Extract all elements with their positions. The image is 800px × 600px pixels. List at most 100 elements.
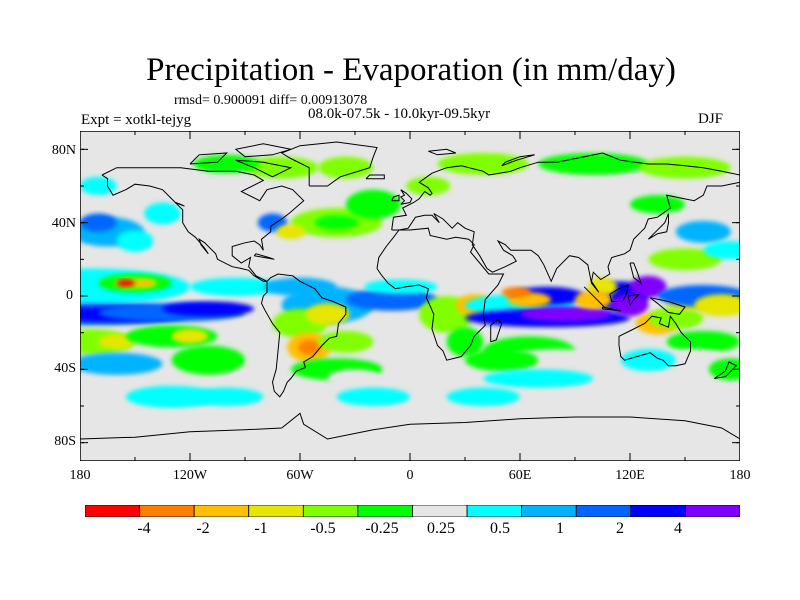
lon-label-60w: 60W	[286, 468, 314, 483]
pe-contour-region	[694, 294, 740, 317]
pe-contour-region	[80, 213, 117, 232]
pe-contour-region	[144, 202, 181, 225]
pe-contour-region	[254, 176, 310, 214]
coastline	[365, 174, 385, 180]
colorbar-swatch	[630, 504, 686, 518]
coastline	[235, 159, 293, 178]
coastline	[189, 152, 228, 165]
map-svg	[80, 131, 740, 461]
pe-contour-region	[190, 387, 264, 407]
colorbar-swatch	[575, 504, 632, 518]
experiment-label: Expt = xotkl-tejyg	[81, 112, 192, 128]
pe-contour-region	[193, 154, 260, 174]
pe-contour-region	[98, 334, 135, 350]
colorbar-swatch	[84, 504, 140, 518]
coastline	[602, 306, 621, 312]
colorbar-swatch	[302, 504, 359, 518]
coastline	[376, 227, 505, 361]
pe-contour-region	[345, 288, 438, 311]
colorbar-label: -0.25	[365, 520, 399, 537]
lat-label-0: 0	[66, 288, 73, 303]
colorbar-label: -1	[254, 520, 268, 537]
colorbar-label: -2	[196, 520, 210, 537]
pe-contour-region	[648, 248, 722, 271]
lon-label-60e: 60E	[508, 468, 532, 483]
coastline	[253, 253, 275, 260]
pe-contour-region	[318, 330, 374, 353]
colorbar-swatch	[412, 504, 468, 518]
pe-contour-region	[437, 153, 530, 175]
colorbar	[84, 504, 741, 518]
pe-contour-region	[305, 303, 350, 326]
colorbar-label: 0.25	[427, 520, 455, 537]
colorbar-swatch	[139, 504, 195, 518]
colorbar-swatch	[521, 504, 577, 518]
pe-contour-region	[538, 153, 649, 175]
lon-label-120e: 120E	[615, 468, 645, 483]
stats-subtitle: rmsd= 0.900091 diff= 0.00913078	[174, 93, 368, 108]
coastline	[609, 284, 629, 302]
coastline	[80, 412, 740, 440]
pe-contour-region	[345, 189, 401, 219]
lat-label-40s: 40S	[54, 361, 76, 376]
pe-contour-region	[318, 156, 374, 179]
colorbar-swatch	[193, 504, 250, 518]
map-plot	[80, 131, 740, 461]
colorbar-label: -4	[137, 520, 151, 537]
coastline	[501, 154, 535, 167]
coastline	[391, 152, 740, 293]
coastline	[391, 194, 400, 202]
coastline	[260, 273, 347, 398]
coastline	[490, 319, 503, 343]
pe-contour-region	[483, 369, 594, 388]
coastline	[234, 143, 291, 158]
map-title: Precipitation - Evaporation (in mm/day)	[146, 52, 676, 88]
pe-contour-region	[520, 307, 612, 322]
coastline	[101, 167, 305, 282]
pe-contour-region	[575, 290, 612, 309]
pe-contour-region	[630, 195, 685, 214]
coastline	[647, 213, 669, 240]
season-label: DJF	[698, 111, 724, 127]
pe-contour-region	[327, 369, 383, 388]
pe-contour-region	[501, 286, 531, 298]
pe-contour-region	[620, 349, 676, 372]
colorbar-label: -0.5	[310, 520, 336, 537]
pe-contour-region	[648, 307, 704, 329]
pe-contour-region	[162, 301, 255, 317]
pe-contour-region	[336, 387, 411, 407]
pe-contour-region	[446, 327, 484, 357]
lon-label-0: 0	[406, 468, 414, 483]
pe-contour-region	[171, 345, 245, 375]
lat-label-80n: 80N	[51, 143, 76, 158]
coastlines	[80, 141, 740, 440]
coastline	[175, 202, 185, 207]
lon-label-120w: 120W	[172, 468, 208, 483]
coastline	[399, 189, 413, 205]
colorbar-swatches	[84, 504, 741, 518]
pe-contour-region	[406, 176, 451, 196]
coastline	[627, 293, 641, 307]
coastline	[714, 361, 738, 379]
pe-contour-region	[125, 385, 218, 408]
coastline	[428, 148, 456, 156]
pe-contour-region	[276, 224, 306, 240]
colorbar-swatch	[466, 504, 523, 518]
pe-contour-region	[675, 220, 731, 243]
coastline	[618, 314, 691, 367]
colorbar-label: 4	[674, 520, 682, 537]
coastline	[629, 262, 642, 285]
colorbar-swatch	[357, 504, 413, 518]
pe-contour-region	[364, 279, 438, 295]
pe-contour-region	[465, 349, 539, 372]
lat-label-80s: 80S	[54, 434, 76, 449]
colorbar-swatch	[248, 504, 304, 518]
lon-label-180w: 180	[69, 468, 91, 483]
colorbar-label: 2	[616, 520, 624, 537]
coastline	[649, 297, 686, 315]
pe-contour-region	[298, 340, 321, 355]
pe-field	[80, 153, 740, 408]
pe-contour-region	[446, 387, 520, 407]
pe-contour-region	[314, 215, 359, 230]
pe-contour-region	[116, 230, 154, 252]
